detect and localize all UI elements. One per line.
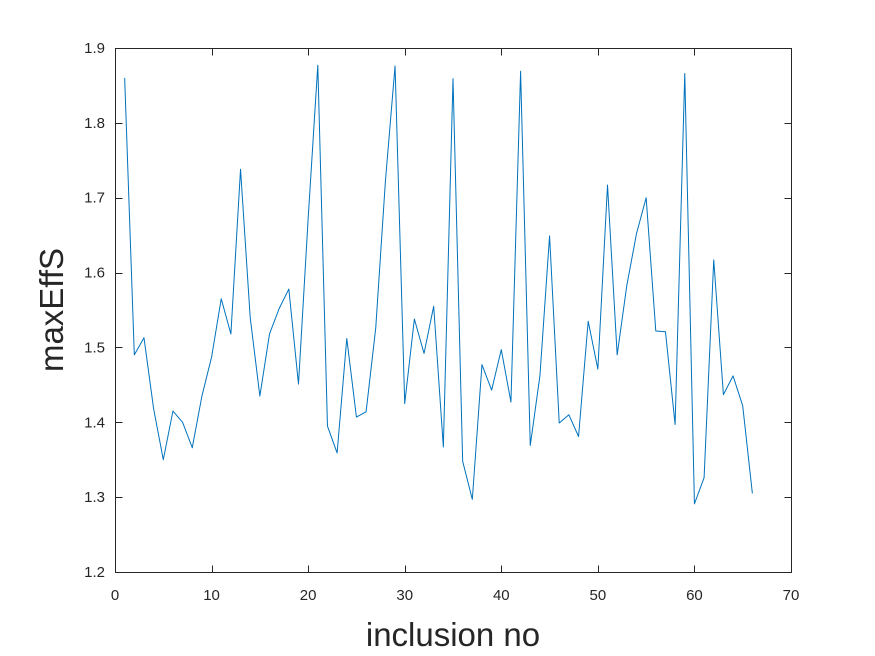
x-tick-label-1: 10: [203, 587, 220, 604]
x-tick-label-5: 50: [590, 587, 607, 604]
series-line-0: [124, 64, 753, 505]
y-tick-label-2: 1.4: [84, 414, 105, 431]
x-axis-ticks: 0 10 20 30 40 50 60 70: [111, 48, 800, 604]
x-tick-label-7: 70: [783, 587, 800, 604]
x-tick-label-0: 0: [111, 587, 119, 604]
y-tick-label-5: 1.7: [84, 190, 105, 207]
y-tick-label-3: 1.5: [84, 339, 105, 356]
y-tick-label-6: 1.8: [84, 115, 105, 132]
y-tick-label-4: 1.6: [84, 265, 105, 282]
y-axis-label: maxEffS: [33, 248, 70, 372]
series-layer: [124, 64, 753, 505]
y-tick-label-7: 1.9: [84, 40, 105, 57]
y-axis-ticks: 1.2 1.3 1.4 1.5 1.6 1.7 1.8 1.9: [84, 40, 792, 581]
x-tick-label-2: 20: [300, 587, 317, 604]
x-tick-label-3: 30: [396, 587, 413, 604]
x-tick-label-4: 40: [493, 587, 510, 604]
x-axis-label: inclusion no: [366, 616, 540, 653]
y-tick-label-1: 1.3: [84, 489, 105, 506]
x-tick-label-6: 60: [686, 587, 703, 604]
y-tick-label-0: 1.2: [84, 564, 105, 581]
